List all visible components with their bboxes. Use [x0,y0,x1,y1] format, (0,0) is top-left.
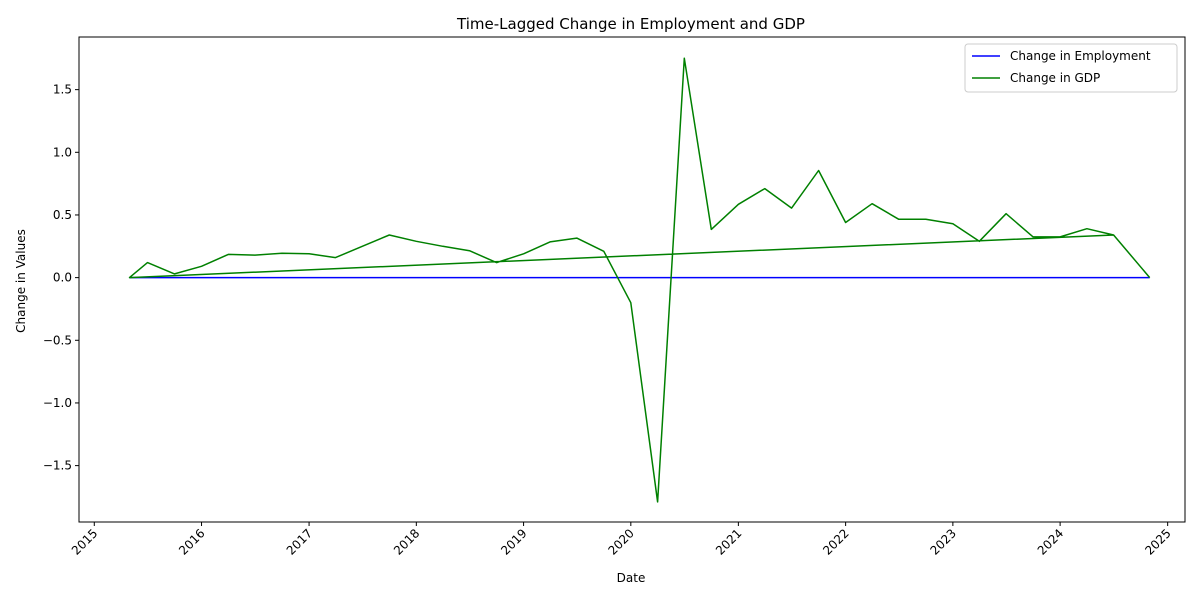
y-tick-label: 0.5 [53,208,72,222]
chart-title: Time-Lagged Change in Employment and GDP [456,15,805,33]
legend-label-gdp: Change in GDP [1010,71,1100,85]
series-layer [128,57,1151,503]
legend: Change in Employment Change in GDP [964,43,1178,93]
legend-label-employment: Change in Employment [1010,49,1151,63]
y-tick-label: −1.5 [43,459,72,473]
plot-area [78,36,1186,523]
y-axis-title: Change in Values [14,229,28,333]
y-tick-label: 1.5 [53,83,72,97]
plot-frame [78,36,1186,523]
y-tick-label: −1.0 [43,396,72,410]
legend-box [964,43,1178,93]
y-tick-label: −0.5 [43,333,72,347]
x-axis-title: Date [617,571,646,585]
y-tick-label: 0.0 [53,271,72,285]
series-line-gdp [128,57,1151,503]
y-tick-label: 1.0 [53,145,72,159]
y-axis: −1.5 −1.0 −0.5 0.0 0.5 1.0 1.5 [43,83,79,473]
